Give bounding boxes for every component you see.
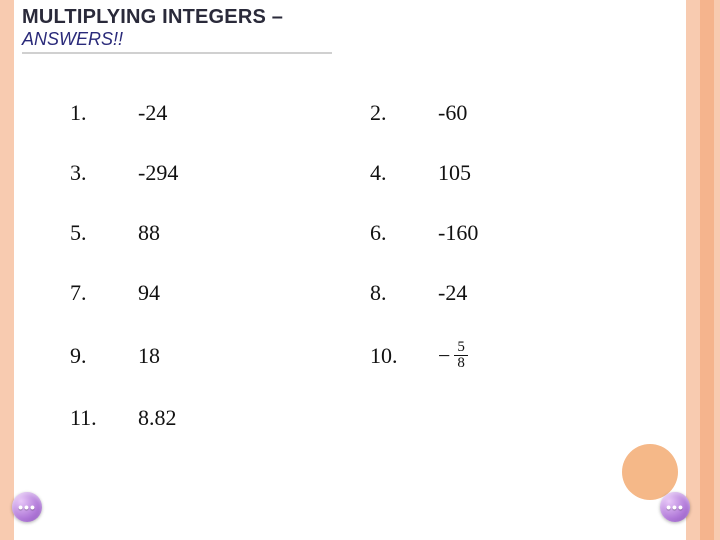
fraction-numerator: 5: [454, 340, 468, 356]
answer-number: 8.: [370, 280, 410, 306]
answer-number: 2.: [370, 100, 410, 126]
circle-accent: [622, 444, 678, 500]
answer-number: 1.: [70, 100, 110, 126]
answer-row: 9. 18 10. − 5 8: [70, 340, 630, 371]
answer-cell: 7. 94: [70, 280, 370, 306]
answer-value: -160: [438, 220, 478, 246]
answer-number: 7.: [70, 280, 110, 306]
dots-icon: •••: [666, 499, 684, 515]
answer-number: 3.: [70, 160, 110, 186]
answer-value: -24: [438, 280, 467, 306]
page-subtitle: ANSWERS!!: [22, 29, 332, 50]
fraction-denominator: 8: [454, 356, 468, 371]
answer-cell: 6. -160: [370, 220, 630, 246]
answer-value: 18: [138, 343, 160, 369]
answer-cell: 3. -294: [70, 160, 370, 186]
answer-cell: 8. -24: [370, 280, 630, 306]
answer-number: 6.: [370, 220, 410, 246]
answer-cell: 11. 8.82: [70, 405, 370, 431]
answer-number: 10.: [370, 343, 410, 369]
answer-value: 105: [438, 160, 471, 186]
left-accent-bar: [0, 0, 14, 540]
answer-value: -24: [138, 100, 167, 126]
next-slide-button[interactable]: •••: [660, 492, 690, 522]
answer-row: 3. -294 4. 105: [70, 160, 630, 186]
fraction-neg: −: [438, 343, 450, 369]
answer-number: 5.: [70, 220, 110, 246]
answer-value: 94: [138, 280, 160, 306]
answer-number: 11.: [70, 405, 110, 431]
answer-value-fraction: − 5 8: [438, 340, 468, 371]
answer-cell: 9. 18: [70, 343, 370, 369]
answer-value: -60: [438, 100, 467, 126]
answer-cell: 1. -24: [70, 100, 370, 126]
dots-icon: •••: [18, 499, 36, 515]
title-block: MULTIPLYING INTEGERS – ANSWERS!!: [22, 6, 332, 54]
answer-row: 11. 8.82: [70, 405, 630, 431]
prev-slide-button[interactable]: •••: [12, 492, 42, 522]
answer-row: 7. 94 8. -24: [70, 280, 630, 306]
answer-value: 88: [138, 220, 160, 246]
answer-row: 5. 88 6. -160: [70, 220, 630, 246]
fraction-stack: 5 8: [454, 340, 468, 371]
answer-number: 9.: [70, 343, 110, 369]
answer-cell: 4. 105: [370, 160, 630, 186]
right-accent-bar-inner: [700, 0, 714, 540]
answer-cell: 5. 88: [70, 220, 370, 246]
answers-grid: 1. -24 2. -60 3. -294 4. 105 5. 88 6. -1…: [70, 100, 630, 465]
answer-number: 4.: [370, 160, 410, 186]
answer-row: 1. -24 2. -60: [70, 100, 630, 126]
page-title: MULTIPLYING INTEGERS –: [22, 6, 332, 29]
answer-cell: 10. − 5 8: [370, 340, 630, 371]
answer-cell: 2. -60: [370, 100, 630, 126]
answer-value: -294: [138, 160, 178, 186]
answer-value: 8.82: [138, 405, 177, 431]
